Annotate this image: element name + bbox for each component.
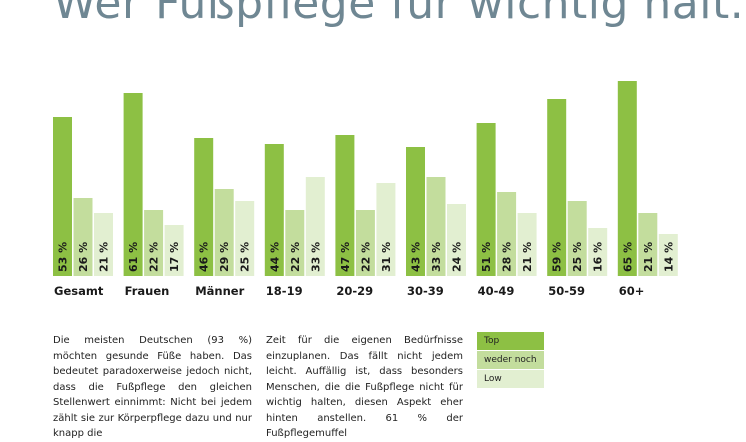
legend-item-low: Low [477, 370, 544, 388]
data-label: 59 % [551, 242, 564, 272]
data-label: 14 % [662, 242, 675, 272]
category-label: 30-39 [407, 284, 444, 298]
bar-top-frauen [123, 93, 143, 276]
category-label: Frauen [125, 284, 170, 298]
data-label: 28 % [501, 242, 514, 272]
bar-top-20-29 [335, 135, 355, 276]
data-label: 46 % [198, 242, 211, 272]
legend-label-mid: weder noch [484, 355, 537, 365]
bar-mid-50-59 [567, 201, 587, 276]
bar-top-männer [194, 138, 214, 276]
data-label: 26 % [77, 242, 90, 272]
body-text-column-2: Zeit für die eigenen Bedürfnisse einzupl… [266, 335, 463, 439]
data-label: 33 % [430, 242, 443, 272]
data-label: 25 % [571, 242, 584, 272]
bar-low-20-29 [376, 183, 396, 276]
bar-top-30-39 [406, 147, 425, 276]
data-label: 43 % [410, 242, 423, 272]
bar-mid-männer [214, 189, 234, 276]
legend-item-top: Top [477, 332, 544, 350]
bar-top-50-59 [547, 99, 567, 276]
category-label: 20-29 [336, 284, 373, 298]
data-label: 65 % [621, 242, 634, 272]
category-label: Gesamt [54, 284, 104, 298]
bar-low-frauen [164, 225, 184, 276]
bar-mid-30-39 [426, 177, 446, 276]
bar-top-18-19 [264, 144, 284, 276]
data-label: 17 % [168, 242, 181, 272]
body-text-column-1: Die meisten Deutschen (93 %) möchten ges… [53, 335, 252, 439]
bar-low-40-49 [517, 213, 537, 276]
bar-mid-60- [638, 213, 658, 276]
data-label: 21 % [642, 242, 655, 272]
data-label: 16 % [592, 242, 605, 272]
data-label: 22 % [359, 242, 372, 272]
data-label: 47 % [339, 242, 352, 272]
data-label: 61 % [127, 242, 140, 272]
bar-top-60- [617, 81, 637, 276]
data-label: 31 % [380, 242, 393, 272]
legend: Top weder noch Low [477, 332, 544, 389]
bar-mid-frauen [144, 210, 164, 276]
data-label: 22 % [148, 242, 161, 272]
data-label: 25 % [239, 242, 252, 272]
category-label: 40-49 [478, 284, 515, 298]
bar-mid-20-29 [355, 210, 375, 276]
category-label: 18-19 [266, 284, 303, 298]
bar-low-männer [235, 201, 255, 276]
data-label: 33 % [309, 242, 322, 272]
bar-mid-40-49 [497, 192, 517, 276]
bar-low-60- [658, 234, 678, 276]
category-label: 50-59 [548, 284, 585, 298]
bar-top-gesamt [53, 117, 72, 276]
data-label: 44 % [268, 242, 281, 272]
bar-low-18-19 [305, 177, 325, 276]
bar-mid-gesamt [73, 198, 93, 276]
legend-label-top: Top [484, 336, 500, 346]
bar-top-40-49 [476, 123, 496, 276]
legend-label-low: Low [484, 374, 502, 384]
data-label: 22 % [289, 242, 302, 272]
category-label: 60+ [619, 284, 645, 298]
bar-chart: 53 % 26 % 21 % Gesamt 61 % 22 % 17 % Frauen 46 %… [53, 81, 678, 298]
legend-item-mid: weder noch [477, 351, 544, 369]
page-title: Wer Fußpflege für wichtig hält... [53, 0, 746, 29]
bar-low-30-39 [447, 204, 466, 276]
data-label: 24 % [451, 242, 464, 272]
category-label: Männer [195, 284, 244, 298]
data-label: 53 % [57, 242, 70, 272]
data-label: 51 % [480, 242, 493, 272]
bar-low-gesamt [94, 213, 113, 276]
data-label: 21 % [521, 242, 534, 272]
data-label: 29 % [218, 242, 231, 272]
bar-mid-18-19 [285, 210, 305, 276]
data-label: 21 % [98, 242, 111, 272]
bar-low-50-59 [588, 228, 608, 276]
